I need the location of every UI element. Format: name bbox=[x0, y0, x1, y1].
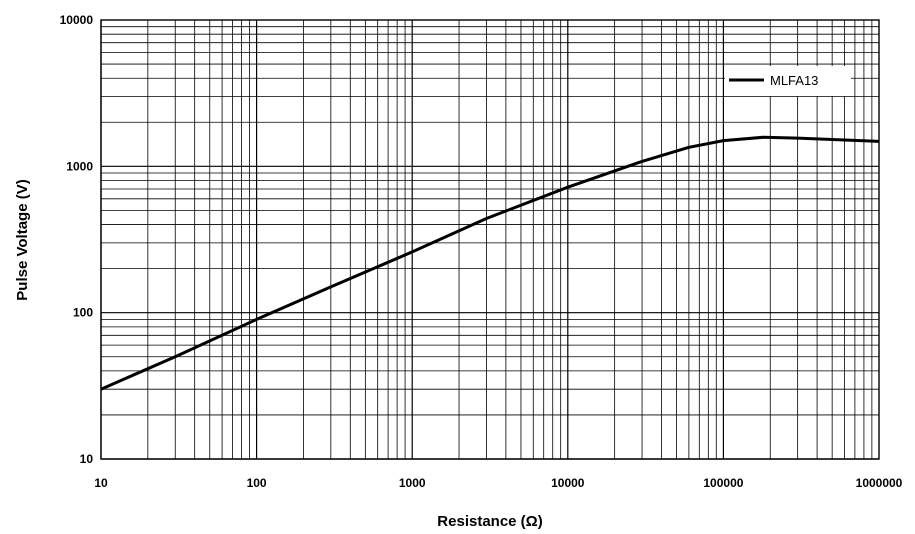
y-tick-label: 100 bbox=[73, 306, 93, 320]
y-axis-title: Pulse Voltage (V) bbox=[14, 179, 31, 300]
x-tick-label: 10000 bbox=[551, 476, 585, 490]
x-tick-label: 1000000 bbox=[856, 476, 903, 490]
x-tick-label: 10 bbox=[94, 476, 108, 490]
x-tick-label: 100000 bbox=[703, 476, 743, 490]
plot-frame bbox=[100, 19, 880, 460]
y-tick-label: 10000 bbox=[60, 13, 94, 27]
y-tick-label: 1000 bbox=[66, 159, 93, 173]
y-tick-label: 10 bbox=[80, 452, 94, 466]
series-lines bbox=[100, 135, 880, 391]
x-tick-labels: 10 100 1000 10000 100000 1000000 bbox=[94, 476, 902, 490]
grid bbox=[100, 20, 879, 460]
x-tick-label: 1000 bbox=[399, 476, 426, 490]
y-tick-labels: 10 100 1000 10000 bbox=[60, 13, 94, 466]
series-line-mlfa13 bbox=[100, 135, 880, 391]
legend-label-mlfa13: MLFA13 bbox=[770, 73, 818, 88]
x-tick-label: 100 bbox=[247, 476, 267, 490]
legend: MLFA13 bbox=[725, 66, 851, 96]
x-axis-title: Resistance (Ω) bbox=[437, 513, 542, 530]
